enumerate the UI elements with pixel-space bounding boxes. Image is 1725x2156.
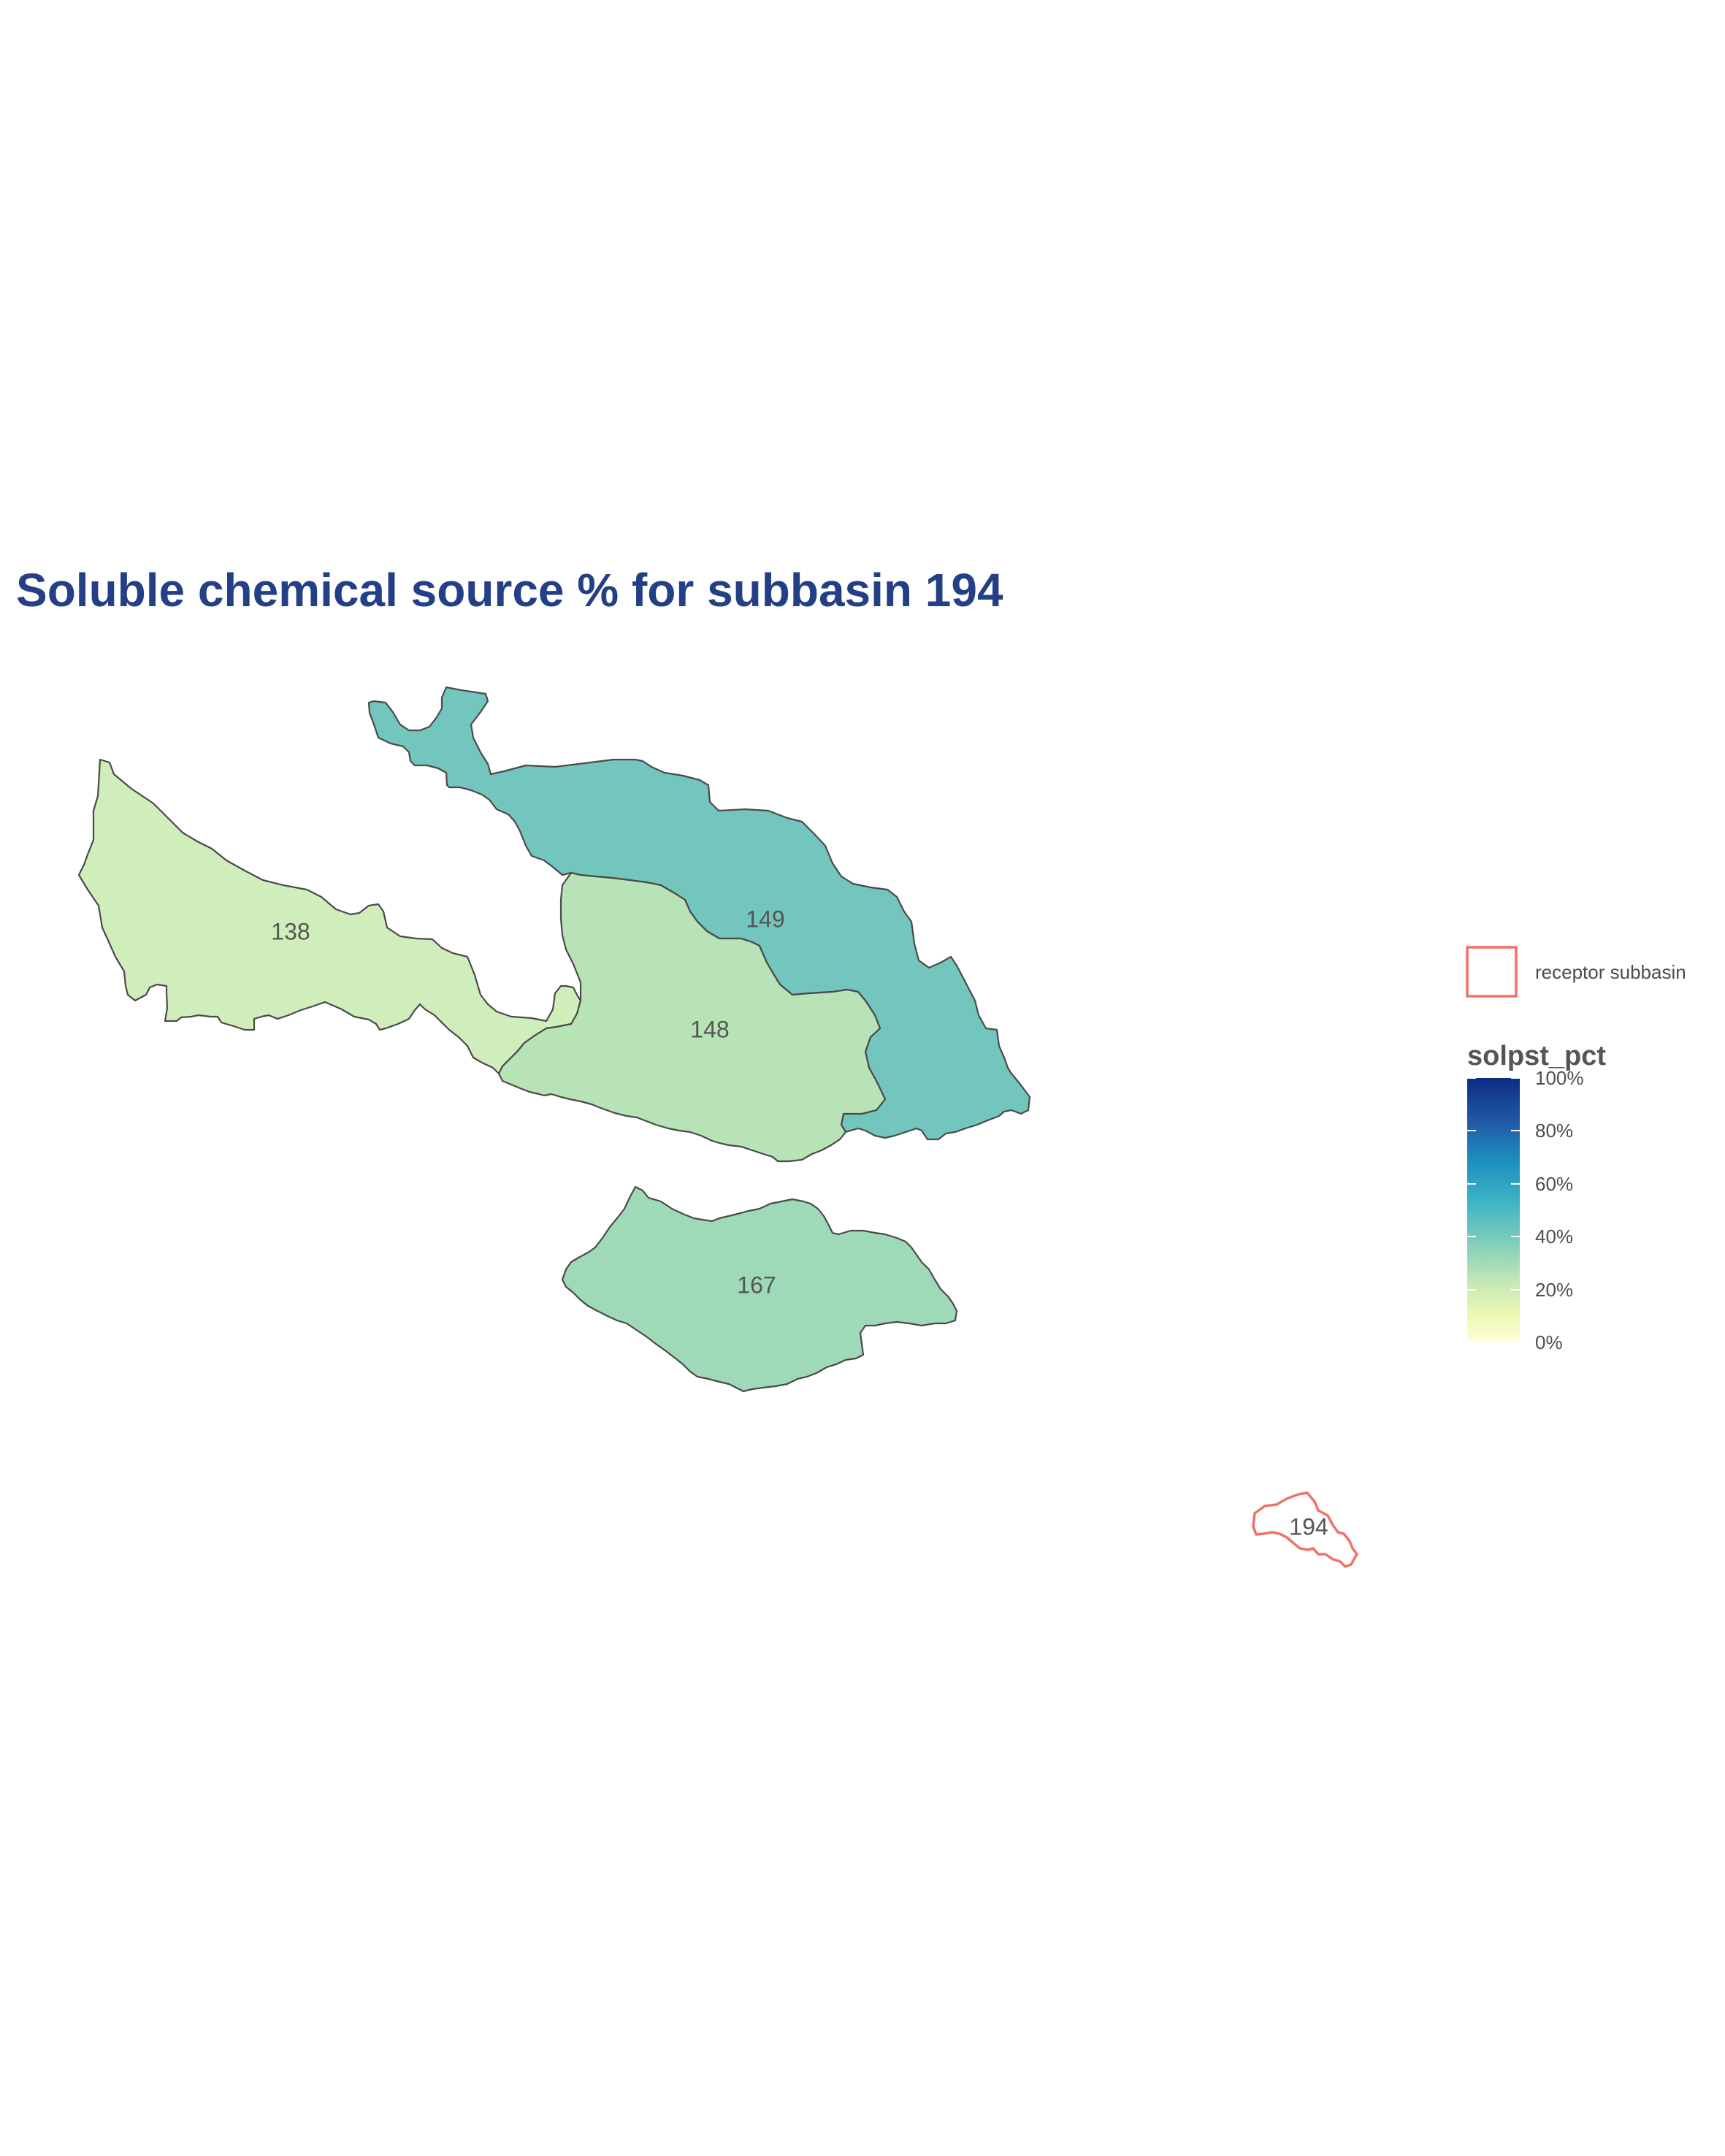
legend-colorbar: solpst_pct 100% 80% 60% 40% 20% 0%: [1467, 1041, 1606, 1353]
colorbar-gradient: [1467, 1078, 1520, 1342]
colorbar-ticks: [1467, 1077, 1520, 1343]
subbasin-167-label: 167: [737, 1272, 776, 1298]
legend-receptor: receptor subbasin: [1466, 946, 1686, 998]
colorbar-label-60: 60%: [1535, 1173, 1573, 1195]
colorbar-label-100: 100%: [1535, 1067, 1584, 1089]
colorbar-label-80: 80%: [1535, 1120, 1573, 1142]
receptor-key-label: receptor subbasin: [1535, 961, 1686, 983]
colorbar-title: solpst_pct: [1467, 1041, 1606, 1071]
subbasin-194-polygon: [1252, 1491, 1358, 1568]
subbasin-149-polygon: [367, 686, 1031, 1141]
colorbar-label-40: 40%: [1535, 1226, 1573, 1247]
subbasin-138-label: 138: [271, 918, 310, 944]
colorbar-label-0: 0%: [1535, 1331, 1563, 1353]
subbasin-149-label: 149: [746, 906, 784, 932]
map-title: Soluble chemical source % for subbasin 1…: [16, 564, 1003, 616]
subbasin-167-polygon: [561, 1185, 958, 1393]
subbasin-148-polygon: [497, 871, 887, 1163]
subbasin-138-polygon: [77, 758, 582, 1075]
receptor-key-swatch: [1466, 946, 1518, 998]
subbasin-148-label: 148: [690, 1016, 729, 1042]
colorbar-label-20: 20%: [1535, 1279, 1573, 1301]
subbasin-194-label: 194: [1289, 1513, 1328, 1540]
